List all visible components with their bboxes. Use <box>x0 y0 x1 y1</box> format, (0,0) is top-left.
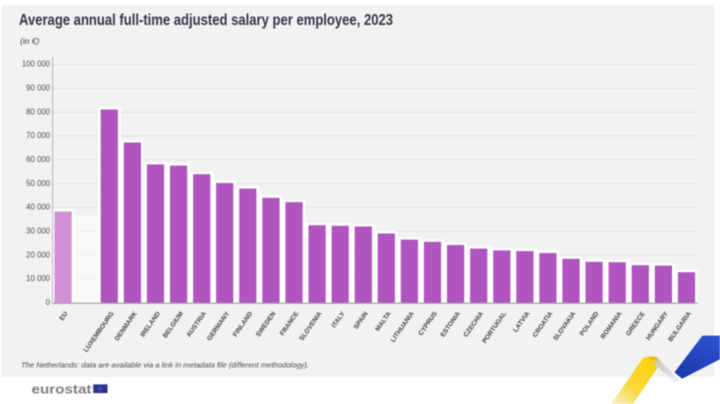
svg-text:Average annual full-time adjus: Average annual full-time adjusted salary… <box>19 12 393 29</box>
svg-text:80 000: 80 000 <box>26 107 51 116</box>
svg-text:0: 0 <box>46 298 51 307</box>
svg-text:60 000: 60 000 <box>26 155 51 164</box>
svg-text:30 000: 30 000 <box>26 227 51 236</box>
svg-text:EU: EU <box>59 310 70 322</box>
svg-text:eurostat: eurostat <box>32 382 93 397</box>
svg-text:50 000: 50 000 <box>26 179 51 188</box>
svg-text:40 000: 40 000 <box>26 203 51 212</box>
svg-text:70 000: 70 000 <box>26 131 51 140</box>
svg-text:90 000: 90 000 <box>26 83 51 92</box>
svg-text:(in €): (in €) <box>20 36 40 46</box>
svg-text:10 000: 10 000 <box>26 274 51 283</box>
svg-text:100 000: 100 000 <box>22 60 51 69</box>
svg-text:The Netherlands: data are avai: The Netherlands: data are available via … <box>21 361 309 370</box>
svg-text:20 000: 20 000 <box>26 250 51 259</box>
